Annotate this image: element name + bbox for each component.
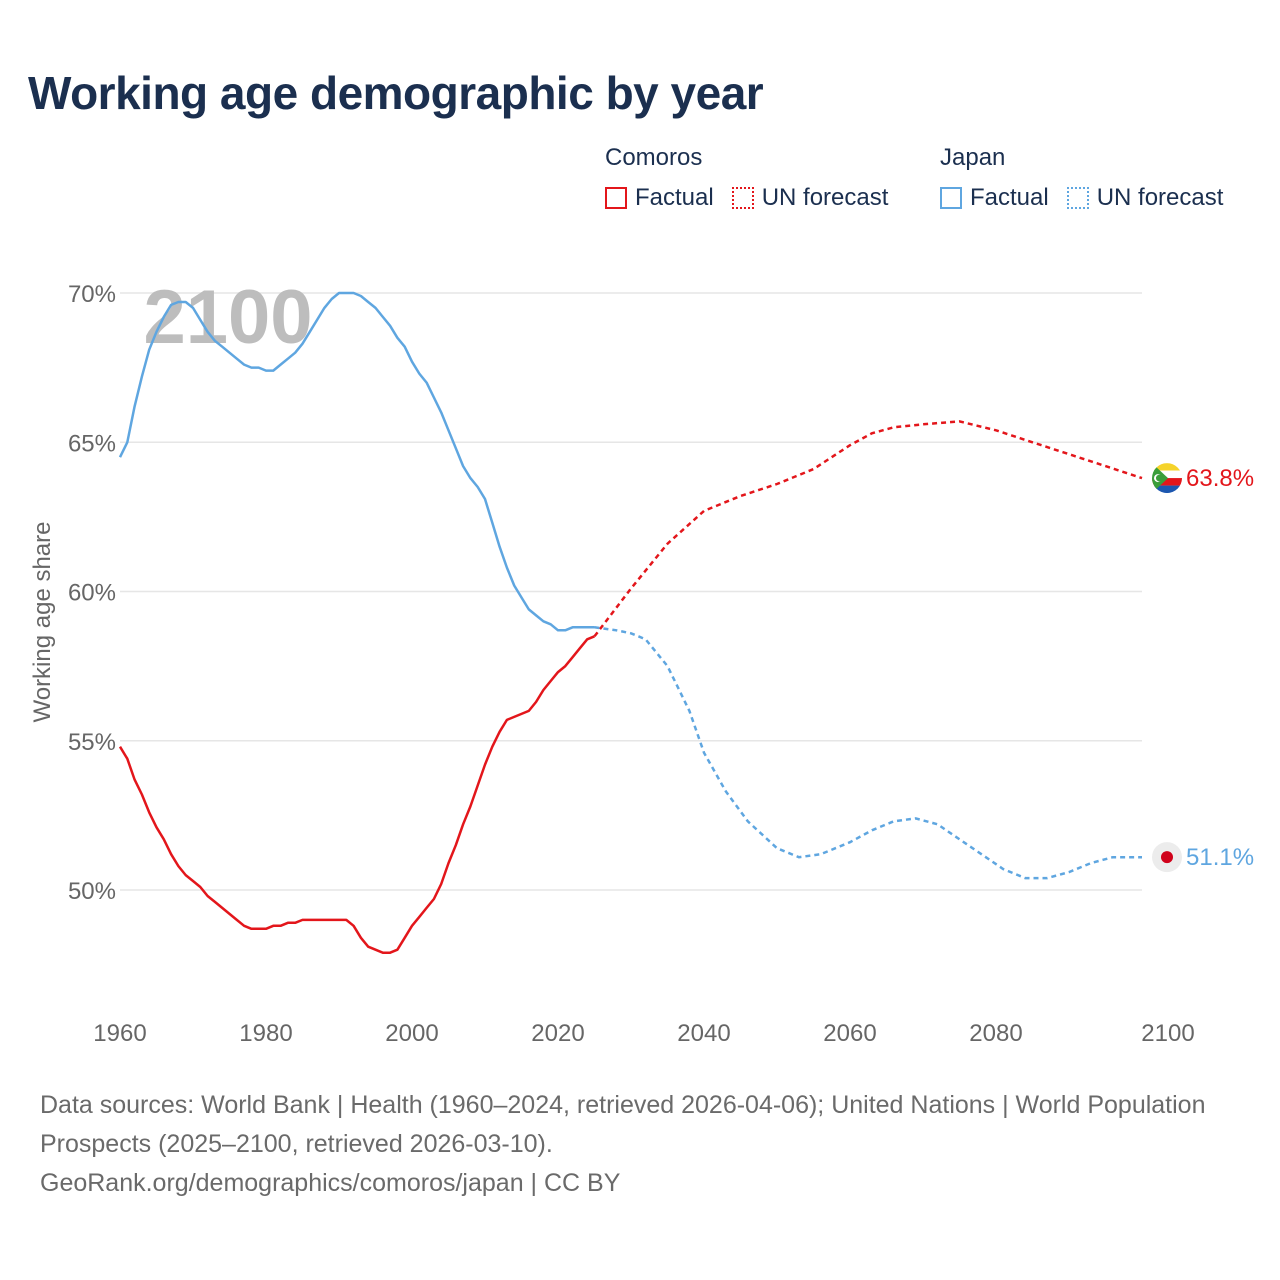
x-tick-label: 2060	[823, 1020, 876, 1047]
x-tick-label: 1980	[239, 1020, 292, 1047]
legend-item-comoros-forecast[interactable]: UN forecast	[731, 184, 889, 212]
y-tick-label: 60%	[68, 580, 116, 607]
comoros-end-value: 63.8%	[1186, 465, 1254, 492]
line-chart: 2100 50% 55% 60% 65% 70% 1960 1980 2000 2020 204…	[29, 275, 1254, 1047]
y-axis-label: Working age share	[29, 522, 56, 723]
x-tick-label: 2040	[677, 1020, 730, 1047]
x-axis-ticks: 1960 1980 2000 2020 2040 2060 2080 2100	[93, 1020, 1194, 1047]
y-tick-label: 65%	[68, 430, 116, 457]
legend-swatch-dotted	[1066, 187, 1089, 209]
x-tick-label: 2080	[969, 1020, 1022, 1047]
legend-japan: Japan Factual UN forecast	[940, 144, 1223, 212]
series-lines	[118, 291, 1143, 954]
japan-forecast-line[interactable]	[594, 626, 1143, 880]
footer: Data sources: World Bank | Health (1960–…	[40, 1086, 1240, 1203]
chart-title: Working age demographic by year	[28, 67, 764, 119]
legend-group-name: Comoros	[605, 144, 703, 171]
legend-item-japan-factual[interactable]: Factual	[940, 184, 1049, 212]
legend-label: UN forecast	[761, 184, 889, 211]
legend-item-comoros-factual[interactable]: Factual	[605, 184, 714, 212]
legend-swatch-dotted	[731, 187, 754, 209]
year-watermark: 2100	[143, 275, 312, 360]
comoros-forecast-line[interactable]	[593, 420, 1143, 638]
end-markers: 63.8% 51.1%	[1152, 463, 1254, 873]
y-tick-label: 50%	[68, 878, 116, 905]
comoros-flag-icon	[1152, 463, 1182, 494]
y-axis-ticks: 50% 55% 60% 65% 70%	[68, 281, 116, 905]
legend-swatch-solid	[940, 187, 962, 209]
legend-label: Factual	[970, 184, 1049, 211]
y-tick-label: 55%	[68, 729, 116, 756]
legend-group-name: Japan	[940, 144, 1006, 171]
x-tick-label: 1960	[93, 1020, 146, 1047]
legend-item-japan-forecast[interactable]: UN forecast	[1066, 184, 1224, 212]
y-tick-label: 70%	[68, 281, 116, 308]
legend-label: Factual	[635, 184, 714, 211]
attribution-link[interactable]: GeoRank.org/demographics/comoros/japan |…	[40, 1169, 621, 1197]
x-tick-label: 2000	[385, 1020, 438, 1047]
japan-factual-line[interactable]	[118, 291, 595, 632]
legend-label: UN forecast	[1096, 184, 1224, 211]
comoros-factual-line[interactable]	[118, 635, 595, 954]
japan-flag-icon	[1152, 842, 1182, 873]
x-tick-label: 2020	[531, 1020, 584, 1047]
japan-end-value: 51.1%	[1186, 844, 1254, 871]
legend-swatch-solid	[605, 187, 627, 209]
x-tick-label: 2100	[1141, 1020, 1194, 1047]
data-sources-note: Data sources: World Bank | Health (1960–…	[40, 1091, 1206, 1158]
legend-comoros: Comoros Factual UN forecast	[605, 144, 888, 212]
grid-lines	[120, 292, 1142, 891]
